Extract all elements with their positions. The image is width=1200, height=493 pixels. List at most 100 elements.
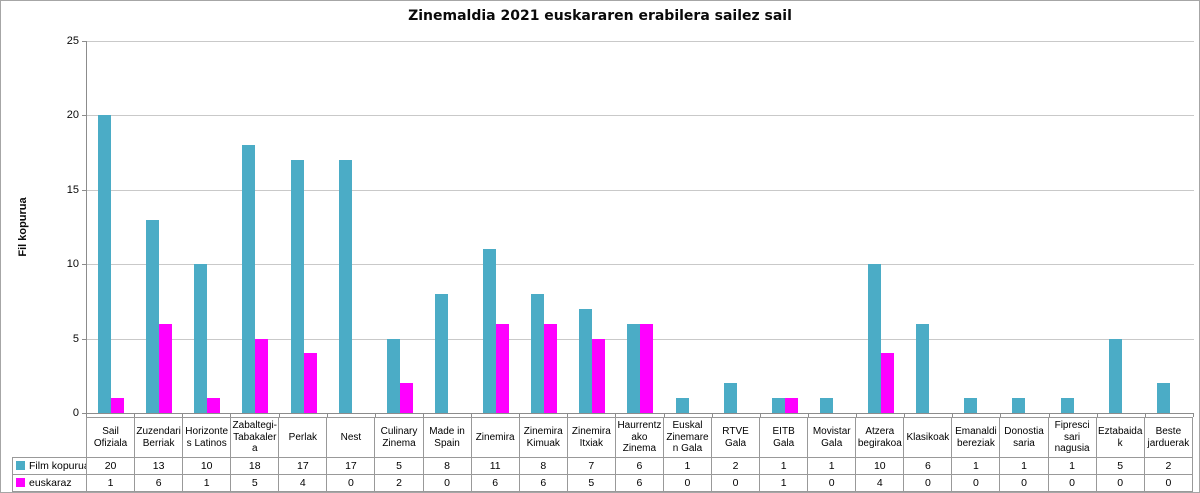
value-cell: 11 — [470, 457, 520, 475]
value-cell: 17 — [326, 457, 376, 475]
x-tick-mark — [712, 413, 713, 417]
category-header: Culinary Zinema — [374, 417, 424, 458]
value-cell: 7 — [566, 457, 616, 475]
y-tick-mark — [82, 115, 86, 117]
value-cell: 5 — [374, 457, 424, 475]
x-tick-mark — [327, 413, 328, 417]
bar-group — [135, 41, 183, 413]
value-cell: 1 — [85, 474, 136, 492]
y-tick-mark — [82, 413, 86, 414]
value-cell: 0 — [1047, 474, 1097, 492]
bar-group — [665, 41, 713, 413]
x-tick-mark — [808, 413, 809, 417]
bar-group — [183, 41, 231, 413]
x-tick-mark — [952, 413, 953, 417]
x-tick-mark — [1049, 413, 1050, 417]
bar-group — [280, 41, 328, 413]
y-tick-mark — [82, 264, 86, 266]
bar-film-kopurua — [771, 398, 785, 413]
bar-film-kopurua — [98, 115, 112, 413]
value-cell: 0 — [1095, 474, 1145, 492]
x-tick-mark — [471, 413, 472, 417]
bar-group — [1001, 41, 1049, 413]
category-header: Zinemira Kimuak — [518, 417, 568, 458]
x-tick-mark — [1097, 413, 1098, 417]
value-cell: 1 — [807, 457, 857, 475]
value-cell: 6 — [518, 474, 568, 492]
bar-euskaraz — [399, 383, 413, 413]
value-cell: 20 — [85, 457, 136, 475]
legend-swatch-euskaraz — [16, 477, 25, 487]
value-cell: 2 — [711, 457, 761, 475]
value-cell: 0 — [903, 474, 953, 492]
category-header: Perlak — [278, 417, 328, 458]
bar-euskaraz — [159, 323, 173, 413]
x-tick-mark — [134, 413, 135, 417]
category-header: Nest — [326, 417, 376, 458]
y-tick-label: 5 — [72, 332, 79, 345]
bar-film-kopurua — [194, 264, 208, 413]
bar-film-kopurua — [483, 249, 497, 413]
bar-group — [809, 41, 857, 413]
bar-film-kopurua — [916, 323, 930, 413]
category-header: Zinemira Itxiak — [566, 417, 616, 458]
bar-film-kopurua — [1012, 398, 1026, 413]
bar-euskaraz — [303, 353, 317, 413]
bar-euskaraz — [255, 338, 269, 413]
bar-film-kopurua — [819, 398, 833, 413]
bar-film-kopurua — [868, 264, 882, 413]
x-tick-mark — [615, 413, 616, 417]
bar-euskaraz — [640, 323, 654, 413]
bar-euskaraz — [496, 323, 510, 413]
y-tick-label: 25 — [66, 35, 79, 47]
y-tick-label: 0 — [72, 407, 79, 419]
x-tick-mark — [86, 413, 87, 417]
bar-film-kopurua — [338, 160, 352, 413]
category-header: Zuzendari Berriak — [134, 417, 184, 458]
category-header: Euskal Zinemaren Gala — [662, 417, 713, 458]
bar-group — [472, 41, 520, 413]
value-cell: 1 — [999, 457, 1049, 475]
x-tick-mark — [856, 413, 857, 417]
bar-euskaraz — [111, 398, 125, 413]
value-cell: 8 — [422, 457, 472, 475]
category-header: Atzera begirakoa — [855, 417, 905, 458]
x-tick-mark — [567, 413, 568, 417]
y-tick-label: 20 — [66, 109, 79, 122]
bar-euskaraz — [592, 338, 606, 413]
category-header: EITB Gala — [759, 417, 809, 458]
legend-cell: Film kopurua — [12, 457, 87, 475]
bar-group — [376, 41, 424, 413]
value-cell: 4 — [278, 474, 328, 492]
category-header: Donostia saria — [999, 417, 1049, 458]
x-tick-mark — [1193, 413, 1194, 417]
bar-film-kopurua — [242, 145, 256, 413]
category-header: Zinemira — [470, 417, 520, 458]
bar-film-kopurua — [386, 338, 400, 413]
bar-film-kopurua — [964, 398, 978, 413]
bar-film-kopurua — [627, 323, 641, 413]
data-table: Sail Ofiziala Zuzendari Berriak Horizontes… — [12, 417, 1194, 492]
value-cell: 18 — [230, 457, 280, 475]
bar-groups — [87, 41, 1194, 413]
category-header: Zabaltegi-Tabakalera — [230, 417, 280, 458]
category-header: Fipresci sari nagusia — [1047, 417, 1097, 458]
value-cell: 17 — [278, 457, 328, 475]
bar-group — [568, 41, 616, 413]
category-header: Made in Spain — [422, 417, 472, 458]
y-tick-mark — [82, 189, 86, 191]
value-cell: 5 — [566, 474, 616, 492]
x-tick-mark — [279, 413, 280, 417]
value-cell: 0 — [422, 474, 472, 492]
x-tick-mark — [230, 413, 231, 417]
bar-film-kopurua — [723, 383, 737, 413]
bar-film-kopurua — [290, 160, 304, 413]
bar-group — [328, 41, 376, 413]
x-tick-mark — [1000, 413, 1001, 417]
bar-group — [713, 41, 761, 413]
bar-group — [761, 41, 809, 413]
value-cell: 0 — [1143, 474, 1194, 492]
gridline-15 — [87, 189, 1194, 191]
plot-area — [86, 41, 1194, 414]
value-cell: 0 — [662, 474, 713, 492]
